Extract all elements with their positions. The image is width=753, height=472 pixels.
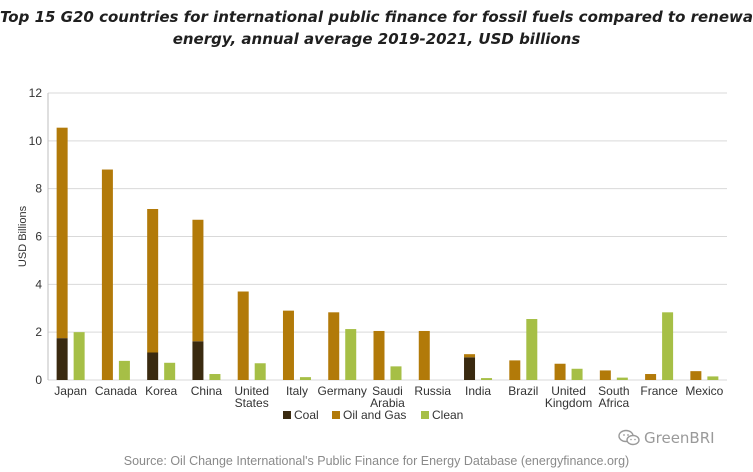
bar-clean (571, 368, 583, 380)
x-tick-label: United (551, 384, 586, 398)
y-tick-label: 8 (35, 182, 42, 196)
chart-title-line-1: Top 15 G20 countries for international p… (0, 8, 753, 26)
bar-coal (464, 357, 476, 380)
y-tick-label: 6 (35, 230, 42, 244)
x-tick-label: United (234, 384, 269, 398)
bar-clean (118, 360, 130, 380)
bar-oil-and-gas (192, 219, 204, 342)
bar-clean (164, 362, 176, 380)
x-tick-label: Italy (286, 384, 308, 398)
bar-clean (481, 378, 493, 380)
legend-label: Oil and Gas (343, 408, 406, 422)
chart-title: Top 15 G20 countries for international p… (0, 6, 753, 50)
bar-clean (299, 377, 311, 380)
bar-clean (662, 312, 674, 380)
bar-oil-and-gas (554, 363, 566, 380)
x-tick-label: Africa (598, 396, 629, 410)
bar-oil-and-gas (418, 330, 430, 380)
bar-clean (616, 377, 628, 380)
x-tick-label: China (191, 384, 223, 398)
legend-label: Clean (432, 408, 463, 422)
y-tick-label: 2 (35, 325, 42, 339)
watermark-text: GreenBRI (644, 429, 715, 447)
x-tick-label: Germany (318, 384, 367, 398)
legend-swatch (332, 411, 340, 419)
y-axis-title: USD Billions (17, 205, 29, 267)
x-tick-label: Mexico (685, 384, 723, 398)
watermark: GreenBRI (618, 429, 715, 447)
legend-swatch (421, 411, 429, 419)
y-tick-label: 4 (35, 277, 42, 291)
x-tick-label: South (598, 384, 629, 398)
bar-coal (56, 338, 68, 380)
x-tick-label: Korea (145, 384, 177, 398)
bar-clean (254, 363, 266, 380)
x-tick-label: Arabia (370, 396, 405, 410)
x-tick-label: Russia (414, 384, 451, 398)
bar-oil-and-gas (690, 371, 702, 380)
bar-oil-and-gas (645, 374, 657, 380)
bar-oil-and-gas (147, 208, 159, 353)
x-tick-label: India (465, 384, 491, 398)
source-note: Source: Oil Change International's Publi… (123, 454, 630, 468)
bar-oil-and-gas (509, 360, 521, 380)
bar-clean (707, 376, 719, 380)
x-tick-label: Japan (54, 384, 87, 398)
x-tick-label: France (640, 384, 678, 398)
bar-oil-and-gas (56, 127, 68, 339)
bar-clean (390, 366, 402, 380)
chart-title-line-2: energy, annual average 2019-2021, USD bi… (172, 30, 581, 48)
bar-oil-and-gas (373, 330, 385, 380)
wechat-icon (618, 429, 640, 446)
bar-clean (209, 374, 221, 380)
legend-swatch (283, 411, 291, 419)
bar-clean (526, 319, 538, 380)
bar-oil-and-gas (237, 291, 249, 380)
x-tick-label: States (235, 396, 269, 410)
x-tick-label: Saudi (372, 384, 403, 398)
bar-oil-and-gas (101, 169, 113, 380)
bar-coal (192, 341, 204, 380)
y-tick-label: 12 (29, 86, 43, 100)
x-tick-label: Kingdom (545, 396, 592, 410)
bar-clean (73, 332, 85, 380)
bar-oil-and-gas (599, 370, 611, 380)
y-tick-label: 0 (35, 373, 42, 387)
x-tick-label: Brazil (508, 384, 538, 398)
bar-oil-and-gas (464, 354, 476, 358)
bar-clean (345, 329, 357, 380)
legend-label: Coal (294, 408, 319, 422)
x-tick-label: Canada (95, 384, 137, 398)
bar-oil-and-gas (328, 312, 340, 380)
y-tick-label: 10 (29, 134, 43, 148)
bar-coal (147, 352, 159, 380)
bar-oil-and-gas (282, 310, 294, 380)
